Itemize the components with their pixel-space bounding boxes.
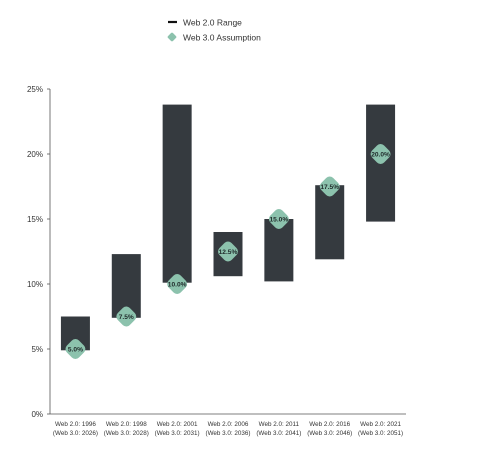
assumption-value-label: 17.5% <box>320 184 339 191</box>
y-tick-label: 15% <box>27 215 43 224</box>
x-category-label: (Web 3.0: 2041) <box>256 430 301 437</box>
x-category-label: Web 2.0: 1998 <box>106 421 147 428</box>
y-tick-label: 25% <box>27 85 43 94</box>
x-category-label: Web 2.0: 2001 <box>157 421 198 428</box>
x-category-label: (Web 3.0: 2028) <box>104 430 149 437</box>
x-axis-labels: Web 2.0: 1996 (Web 3.0: 2026) Web 2.0: 199… <box>53 421 403 437</box>
assumption-value-label: 5.0% <box>68 347 83 354</box>
y-tick-label: 5% <box>31 345 43 354</box>
range-bar <box>315 185 345 260</box>
assumption-markers: 5.0% 7.5% 10.0% 12.5% 15.0% 17.5% 20.0% <box>65 144 391 359</box>
range-bar <box>264 219 294 282</box>
assumption-diamond <box>370 144 391 164</box>
y-tick-label: 10% <box>27 280 43 289</box>
legend-assumption-label: Web 3.0 Assumption <box>183 33 261 43</box>
assumption-value-label: 10.0% <box>168 282 187 289</box>
y-tick-label: 20% <box>27 150 43 159</box>
assumption-value-label: 20.0% <box>371 152 390 159</box>
legend-item-range: Web 2.0 Range <box>168 18 242 28</box>
assumption-diamond <box>65 339 86 359</box>
assumption-diamond <box>319 176 340 197</box>
y-axis-ticks: 0% 5% 10% 15% 20% 25% <box>27 85 50 419</box>
x-category-label: (Web 3.0: 2026) <box>53 430 98 437</box>
x-category-label: Web 2.0: 2011 <box>259 421 300 428</box>
range-bar <box>162 104 192 283</box>
x-category-label: (Web 3.0: 2046) <box>307 430 352 437</box>
legend: Web 2.0 Range Web 3.0 Assumption <box>167 18 261 43</box>
x-category-label: (Web 3.0: 2031) <box>155 430 200 437</box>
assumption-value-label: 15.0% <box>270 217 289 224</box>
assumption-value-label: 12.5% <box>219 249 238 256</box>
legend-range-label: Web 2.0 Range <box>183 18 242 28</box>
x-category-label: Web 2.0: 2021 <box>360 421 401 428</box>
assumption-value-label: 7.5% <box>119 314 134 321</box>
legend-item-assumption: Web 3.0 Assumption <box>167 32 261 43</box>
assumption-diamond <box>116 306 137 327</box>
x-category-label: (Web 3.0: 2036) <box>205 430 250 437</box>
x-category-label: (Web 3.0: 2051) <box>358 430 403 437</box>
x-category-label: Web 2.0: 2016 <box>309 421 350 428</box>
assumption-diamond <box>167 274 188 294</box>
legend-assumption-swatch <box>167 32 177 42</box>
assumption-diamond <box>218 241 238 262</box>
assumption-diamond <box>268 209 289 229</box>
y-tick-label: 0% <box>31 410 43 419</box>
x-category-label: Web 2.0: 2006 <box>208 421 249 428</box>
range-bars <box>60 104 396 351</box>
x-category-label: Web 2.0: 1996 <box>55 421 96 428</box>
